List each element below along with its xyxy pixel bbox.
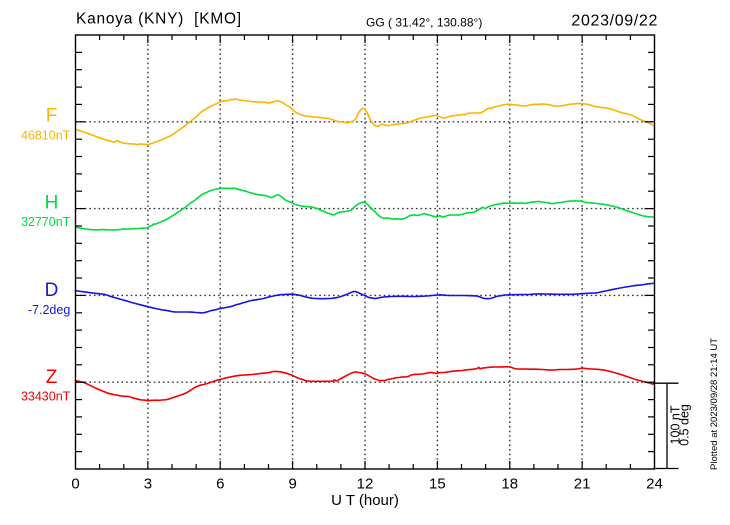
svg-text:32770nT: 32770nT (21, 215, 71, 229)
svg-text:H: H (45, 193, 59, 214)
svg-text:46810nT: 46810nT (21, 129, 71, 143)
svg-text:0: 0 (71, 476, 79, 493)
svg-text:Plotted at 2023/09/28 21:14 UT: Plotted at 2023/09/28 21:14 UT (709, 338, 720, 470)
svg-text:100 nT: 100 nT (669, 405, 683, 444)
svg-text:21: 21 (574, 476, 591, 493)
svg-text:6: 6 (216, 476, 224, 493)
svg-text:24: 24 (646, 476, 663, 493)
svg-text:9: 9 (288, 476, 296, 493)
svg-text:18: 18 (501, 476, 518, 493)
svg-text:F: F (46, 106, 58, 127)
svg-text:15: 15 (429, 476, 446, 493)
svg-text:33430nT: 33430nT (21, 389, 71, 403)
svg-text:U T (hour): U T (hour) (331, 492, 399, 509)
svg-text:3: 3 (144, 476, 152, 493)
svg-text:GG ( 31.42°, 130.88°): GG ( 31.42°, 130.88°) (366, 15, 482, 29)
svg-text:12: 12 (357, 476, 374, 493)
svg-text:Z: Z (46, 367, 58, 388)
svg-text:-7.2deg: -7.2deg (28, 303, 70, 317)
svg-text:D: D (45, 280, 59, 301)
svg-text:0.5 deg: 0.5 deg (678, 404, 692, 446)
svg-text:Kanoya (KNY) [KMO]: Kanoya (KNY) [KMO] (76, 11, 242, 28)
svg-text:2023/09/22: 2023/09/22 (571, 12, 658, 29)
